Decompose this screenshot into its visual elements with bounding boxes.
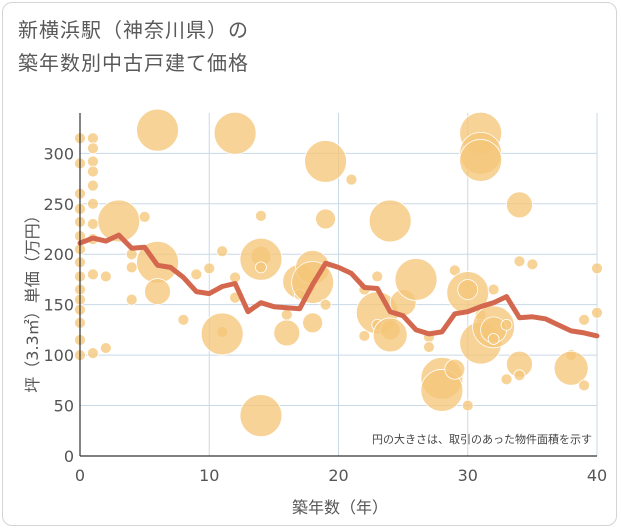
y-tick-labels: 0 50 100 150 200 250 300 [43,144,74,466]
average-price-line [77,232,600,339]
bubble-point [394,258,438,301]
x-tick-label: 0 [75,466,85,485]
bubble-point [200,312,244,356]
bubble-point [87,347,99,360]
bubble-point [144,278,171,305]
bubble-point [459,139,503,182]
bubble-point [578,313,590,326]
bubble-point [190,268,203,281]
bubble-point [99,270,112,283]
bubble-point [526,258,539,271]
bubble-point [255,209,267,222]
y-tick-label: 300 [43,144,74,163]
bubble-point [513,255,526,268]
bubble-point [444,358,466,380]
bubble-point [87,268,99,281]
bubble-point [420,369,464,412]
bubble-point [213,111,257,155]
bubble-point [255,261,267,274]
bubble-point [87,197,99,210]
x-tick-label: 10 [199,466,219,485]
bubble-point [487,333,500,345]
bubble-point [553,350,589,386]
title-line-2: 築年数別中古戸建て価格 [18,51,249,75]
bubble-point [315,208,336,230]
bubble-point [506,191,533,219]
y-axis-label: 坪（3.3㎡）単価（万円） [23,207,42,392]
bubble-point [371,270,384,283]
x-tick-label: 20 [328,466,348,485]
bubble-point [280,308,293,321]
chart-title: 新横浜駅（神奈川県）の 築年数別中古戸建て価格 [18,14,249,80]
bubble-point [457,279,479,300]
title-line-1: 新横浜駅（神奈川県）の [18,18,249,42]
bubble-point [500,373,513,386]
bubble-point [487,283,500,296]
bubble-point [423,341,435,353]
bubble-point [461,399,474,412]
y-tick-label: 250 [43,195,74,214]
bubble-point [177,313,190,326]
bubble-point [368,199,412,243]
bubble-point [136,108,179,152]
bubble-point [319,298,332,311]
bubble-point [203,262,216,275]
bubble-point [513,369,526,382]
bubble-point [578,379,590,392]
bubble-point [358,330,371,342]
y-tick-label: 50 [54,397,74,416]
x-tick-labels: 0 10 20 30 40 [75,466,607,485]
y-tick-label: 0 [64,447,74,466]
bubble-point [273,319,301,347]
bubble-point [87,155,99,168]
bubble-point [87,218,99,230]
x-axis-label: 築年数（年） [292,498,388,517]
axes [79,113,597,457]
bubble-point [591,306,603,319]
bubble-point [125,293,138,306]
y-tick-label: 150 [43,296,74,315]
bubble-point [125,261,138,274]
bubble-point [591,262,603,275]
bubble-point [372,317,408,353]
bubble-point [99,342,112,354]
bubble-point [138,211,151,223]
y-tick-label: 100 [43,346,74,365]
bubble-point [87,142,99,155]
bubble-point [87,179,99,192]
bubble-point [87,165,99,178]
bubble-point [345,173,358,186]
bubble-point [97,199,141,243]
bubble-point [239,394,283,438]
bubble-size-note: 円の大きさは、取引のあった物件面積を示す [372,432,592,446]
x-tick-label: 30 [458,466,478,485]
y-tick-label: 200 [43,245,74,264]
bubble-point [87,132,99,145]
bubble-point [500,318,513,331]
bubble-point [216,245,229,258]
bubble-point [302,312,324,334]
bubble-point [304,140,347,183]
bubble-point [239,237,283,281]
x-tick-label: 40 [587,466,607,485]
